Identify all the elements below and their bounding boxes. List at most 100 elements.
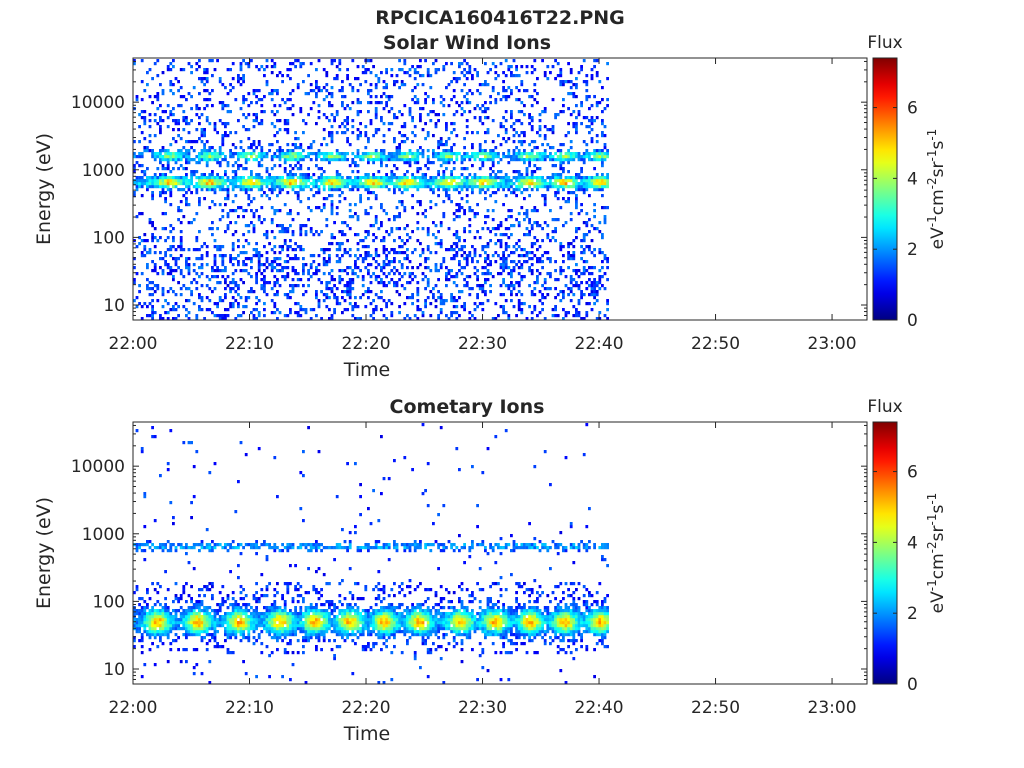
spectrogram-cell: [218, 296, 222, 300]
spectrogram-cell: [140, 543, 144, 547]
spectrogram-cell: [450, 122, 453, 126]
spectrogram-cell: [364, 185, 368, 189]
spectrogram-cell: [494, 77, 498, 81]
spectrogram-cell: [335, 242, 339, 246]
spectrogram-cell: [559, 185, 563, 189]
spectrogram-cell: [229, 83, 232, 87]
spectrogram-cell: [562, 188, 565, 192]
spectrogram-cell: [286, 275, 290, 279]
spectrogram-cell: [569, 92, 573, 96]
spectrogram-cell: [346, 119, 349, 123]
spectrogram-cell: [465, 131, 469, 135]
spectrogram-cell: [211, 290, 214, 294]
spectrogram-cell: [190, 585, 193, 589]
spectrogram-cell: [419, 203, 422, 207]
spectrogram-cell: [348, 302, 352, 306]
spectrogram-cell: [434, 185, 438, 189]
spectrogram-cell: [140, 110, 144, 114]
spectrogram-cell: [322, 155, 326, 159]
spectrogram-cell: [234, 131, 238, 135]
spectrogram-cell: [187, 179, 191, 183]
spectrogram-cell: [192, 543, 196, 547]
spectrogram-cell: [328, 161, 331, 165]
spectrogram-cell: [484, 131, 487, 135]
spectrogram-cell: [146, 188, 149, 192]
spectrogram-cell: [549, 152, 552, 156]
spectrogram-cell: [517, 170, 521, 174]
spectrogram-cell: [320, 167, 323, 171]
spectrogram-cell: [273, 113, 277, 117]
spectrogram-cell: [325, 287, 329, 291]
spectrogram-cell: [211, 624, 214, 628]
spectrogram-cell: [265, 293, 269, 297]
spectrogram-cell: [322, 293, 326, 297]
spectrogram-cell: [302, 173, 305, 177]
spectrogram-cell: [465, 194, 469, 198]
spectrogram-cell: [374, 95, 378, 99]
spectrogram-cell: [351, 308, 355, 312]
spectrogram-cell: [445, 128, 448, 132]
spectrogram-cell: [523, 113, 526, 117]
spectrogram-cell: [151, 426, 154, 430]
spectrogram-cell: [551, 182, 555, 186]
spectrogram-cell: [325, 260, 329, 264]
spectrogram-cell: [575, 263, 578, 267]
spectrogram-cell: [523, 188, 526, 192]
spectrogram-cell: [138, 290, 141, 294]
spectrogram-cell: [198, 594, 201, 598]
spectrogram-cell: [393, 182, 396, 186]
spectrogram-cell: [273, 65, 277, 69]
spectrogram-cell: [276, 209, 279, 213]
spectrogram-cell: [502, 251, 505, 255]
spectrogram-cell: [585, 185, 589, 189]
spectrogram-cell: [153, 152, 157, 156]
spectrogram-cell: [361, 176, 365, 180]
spectrogram-cell: [476, 71, 479, 75]
spectrogram-cell: [224, 278, 227, 282]
spectrogram-cell: [494, 176, 498, 180]
spectrogram-cell: [182, 119, 186, 123]
spectrogram-cell: [359, 317, 362, 320]
spectrogram-cell: [382, 266, 386, 270]
spectrogram-cell: [559, 110, 563, 114]
spectrogram-cell: [590, 122, 594, 126]
spectrogram-cell: [179, 68, 183, 72]
spectrogram-cell: [520, 131, 524, 135]
spectrogram-cell: [564, 314, 568, 318]
spectrogram-cell: [203, 173, 206, 177]
spectrogram-cell: [203, 134, 206, 138]
spectrogram-cell: [203, 618, 206, 622]
spectrogram-cell: [536, 239, 539, 243]
spectrogram-cell: [140, 447, 144, 451]
spectrogram-cell: [575, 95, 578, 99]
spectrogram-cell: [205, 182, 209, 186]
spectrogram-cell: [166, 65, 170, 69]
spectrogram-cell: [497, 188, 500, 192]
spectrogram-cell: [559, 269, 563, 273]
spectrogram-cell: [595, 104, 599, 108]
spectrogram-cell: [429, 185, 433, 189]
spectrogram-cell: [302, 293, 305, 297]
spectrogram-cell: [320, 89, 323, 93]
spectrogram-cell: [515, 98, 518, 102]
spectrogram-cell: [512, 188, 516, 192]
spectrogram-cell: [213, 633, 217, 637]
spectrogram-cell: [439, 242, 443, 246]
spectrogram-cell: [255, 278, 258, 282]
spectrogram-cell: [486, 257, 490, 261]
spectrogram-cell: [351, 281, 355, 285]
spectrogram-cell: [231, 278, 235, 282]
spectrogram-cell: [237, 167, 240, 171]
spectrogram-cell: [252, 119, 256, 123]
spectrogram-cell: [151, 633, 154, 637]
spectrogram-cell: [465, 155, 469, 159]
spectrogram-cell: [177, 158, 180, 162]
spectrogram-cell: [312, 173, 316, 177]
spectrogram-cell: [187, 624, 191, 628]
spectrogram-cell: [153, 609, 157, 613]
spectrogram-cell: [216, 179, 219, 183]
spectrogram-cell: [255, 146, 258, 150]
spectrogram-cell: [489, 152, 492, 156]
spectrogram-cell: [374, 107, 378, 111]
spectrogram-cell: [445, 161, 448, 165]
